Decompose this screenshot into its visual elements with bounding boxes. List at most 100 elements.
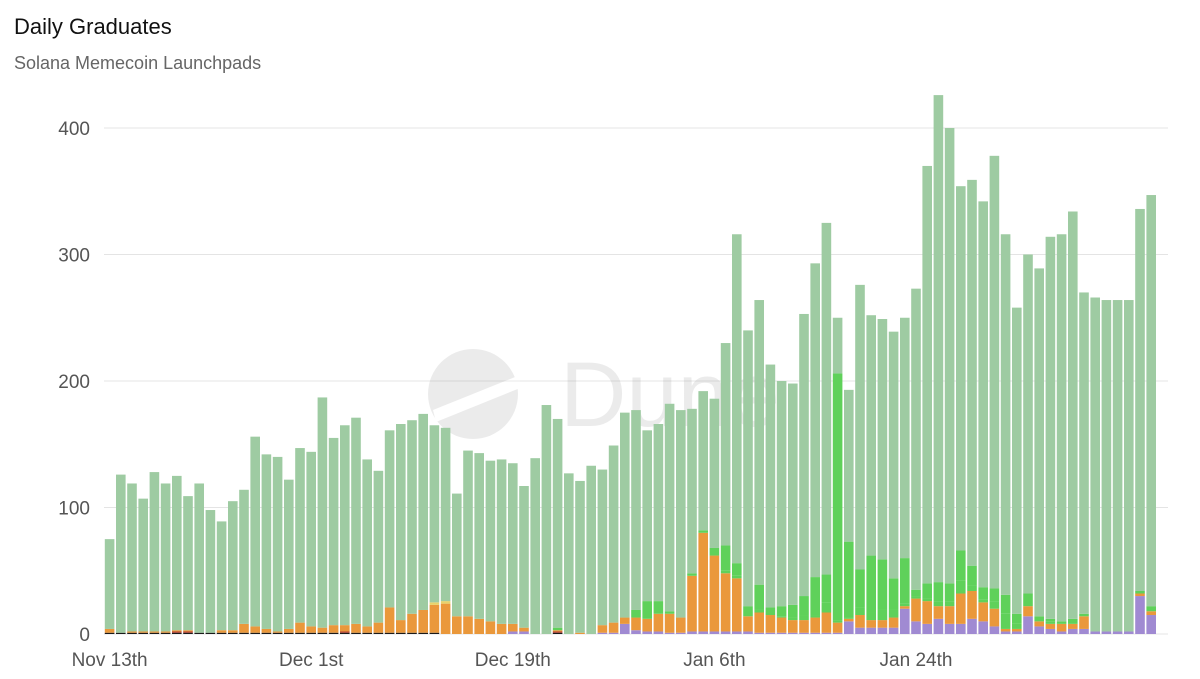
bar-segment xyxy=(295,632,305,634)
x-tick-label: Jan 6th xyxy=(683,650,745,671)
bar-segment xyxy=(620,623,630,634)
bar-segment xyxy=(552,631,563,633)
bar-segment xyxy=(127,483,137,632)
bar-segment xyxy=(788,620,798,633)
bar-segment xyxy=(127,632,137,634)
bar-segment xyxy=(989,626,1000,634)
bar-segment xyxy=(149,472,160,632)
bar-segment xyxy=(608,632,619,634)
bar-segment xyxy=(1056,631,1067,634)
bar-segment xyxy=(340,425,350,626)
bar-segment xyxy=(496,459,507,624)
bar-segment xyxy=(900,606,910,609)
bar-segment xyxy=(676,617,686,633)
bar-segment xyxy=(698,532,708,632)
bar-segment xyxy=(373,622,384,633)
bar-segment xyxy=(463,450,473,617)
bar-segment xyxy=(642,631,652,634)
bar-segment xyxy=(1112,631,1123,634)
bar-segment xyxy=(1000,234,1011,595)
bar-segment xyxy=(754,584,764,610)
bar-segment xyxy=(1068,618,1078,624)
bar-segment xyxy=(832,373,843,621)
bar-segment xyxy=(743,330,753,607)
bar-segment xyxy=(452,616,462,634)
bar-segment xyxy=(620,617,630,624)
bar-segment xyxy=(183,631,193,633)
bar-segment xyxy=(340,625,350,632)
bar-segment xyxy=(743,631,753,634)
bar-segment xyxy=(754,609,764,613)
bar-segment xyxy=(922,583,932,599)
bar-segment xyxy=(250,632,260,634)
bar-segment xyxy=(138,632,148,634)
bar-segment xyxy=(340,631,350,633)
bar-segment xyxy=(933,95,944,583)
bar-segment xyxy=(855,615,865,628)
bar-segment xyxy=(1000,631,1011,634)
bar-segment xyxy=(597,469,608,626)
bar-segment xyxy=(608,445,619,623)
bar-segment xyxy=(922,598,932,602)
bar-segment xyxy=(821,602,832,613)
bar-segment xyxy=(900,558,910,604)
bar-segment xyxy=(956,580,966,594)
bar-segment xyxy=(956,593,966,624)
bar-segment xyxy=(194,632,204,634)
bar-segment xyxy=(877,319,888,560)
bar-segment xyxy=(272,632,283,634)
bar-segment xyxy=(956,186,966,551)
bar-segment xyxy=(832,317,843,374)
bar-segment xyxy=(933,601,944,607)
bar-segment xyxy=(788,604,798,618)
bar-segment xyxy=(407,632,417,634)
bar-segment xyxy=(1012,307,1022,614)
bar-segment xyxy=(765,632,776,634)
bar-segment xyxy=(1135,590,1145,594)
bar-segment xyxy=(844,621,854,634)
bar-segment xyxy=(944,601,955,607)
bar-segment xyxy=(485,621,496,634)
bar-segment xyxy=(228,630,238,633)
bar-segment xyxy=(1023,606,1033,617)
bar-segment xyxy=(821,632,832,634)
bar-segment xyxy=(250,626,260,633)
bar-segment xyxy=(418,609,428,633)
bar-segment xyxy=(1034,621,1044,627)
bar-segment xyxy=(116,474,126,633)
bar-segment xyxy=(664,403,675,612)
y-tick-label: 400 xyxy=(58,119,90,140)
bar-segment xyxy=(407,613,417,633)
bar-segment xyxy=(765,607,776,613)
bar-segment xyxy=(765,612,776,616)
bar-segment xyxy=(989,608,1000,627)
bar-segment xyxy=(1146,606,1156,612)
bar-segment xyxy=(944,128,955,584)
bar-segment xyxy=(1045,623,1056,629)
bar-segment xyxy=(1000,594,1011,614)
bar-segment xyxy=(328,632,339,634)
bar-segment xyxy=(844,618,854,622)
bar-segment xyxy=(1146,195,1156,607)
bar-segment xyxy=(911,596,921,599)
bar-segment xyxy=(911,589,921,597)
bar-segment xyxy=(642,601,652,619)
bar-segment xyxy=(317,632,328,634)
bar-segment xyxy=(631,617,641,631)
bar-segment xyxy=(709,398,720,548)
bar-segment xyxy=(228,501,238,631)
bar-segment xyxy=(810,617,820,633)
bar-segment xyxy=(440,603,451,634)
bars-group xyxy=(104,95,1156,634)
bar-segment xyxy=(776,381,787,607)
bar-segment xyxy=(104,632,115,634)
bar-segment xyxy=(732,234,742,564)
bar-segment xyxy=(384,607,395,633)
bar-segment xyxy=(1034,626,1044,634)
bar-segment xyxy=(452,493,462,617)
bar-segment xyxy=(239,623,249,633)
bar-segment xyxy=(1090,631,1100,634)
bar-segment xyxy=(832,620,843,623)
bar-segment xyxy=(676,410,686,618)
bar-segment xyxy=(900,317,910,559)
